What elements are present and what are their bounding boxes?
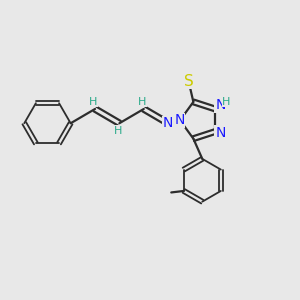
Text: N: N xyxy=(163,116,173,130)
Text: N: N xyxy=(174,113,184,127)
Text: S: S xyxy=(184,74,194,88)
Text: N: N xyxy=(215,98,226,112)
Text: H: H xyxy=(222,97,230,107)
Text: H: H xyxy=(114,126,122,136)
Text: H: H xyxy=(138,97,146,107)
Text: H: H xyxy=(89,97,98,107)
Text: N: N xyxy=(215,126,226,140)
